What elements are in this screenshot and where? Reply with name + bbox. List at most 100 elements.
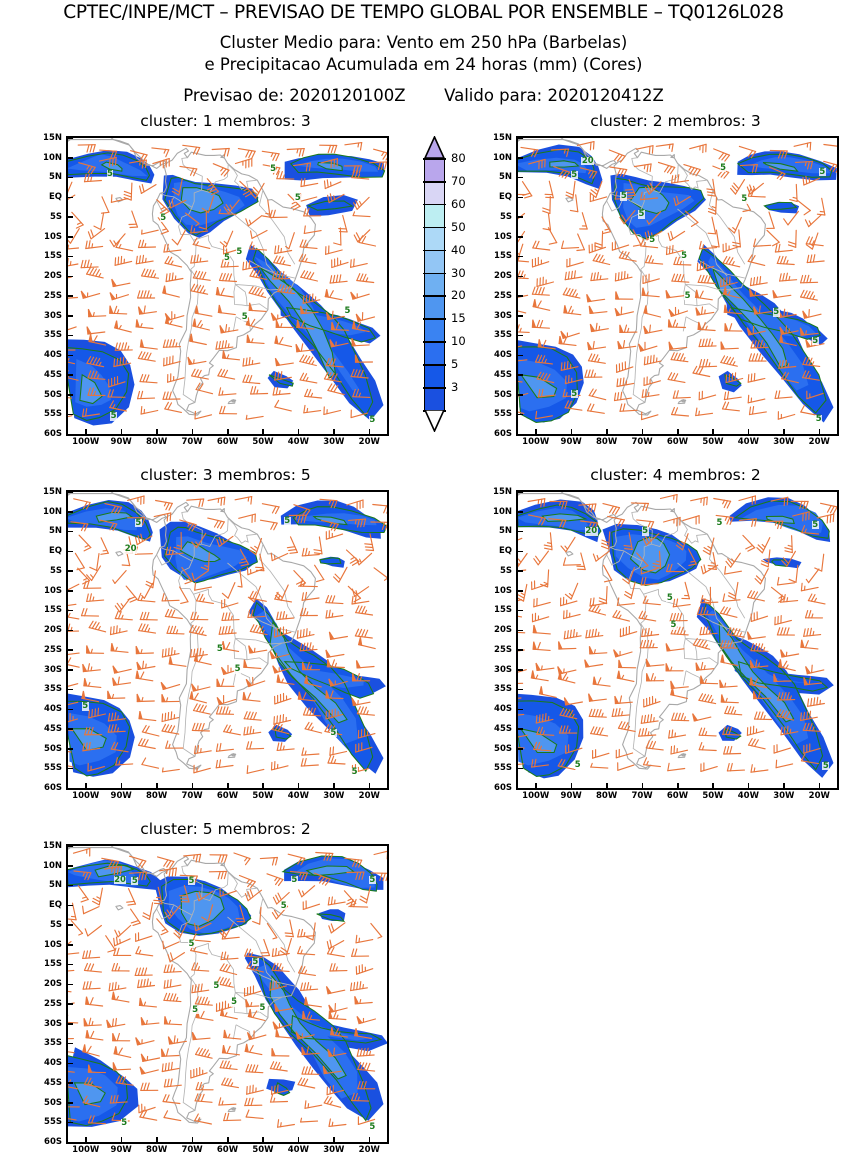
x-axis-label: 60W bbox=[216, 437, 239, 447]
x-axis-tick bbox=[227, 783, 229, 788]
x-axis-tick bbox=[818, 429, 821, 434]
x-axis-tick bbox=[156, 1137, 158, 1142]
y-axis-tick bbox=[68, 315, 73, 317]
y-axis-label: 30S bbox=[44, 664, 62, 675]
y-axis-label: 55S bbox=[494, 409, 512, 420]
x-axis-tick bbox=[783, 783, 785, 788]
contour-label: 20 bbox=[584, 526, 598, 537]
x-axis-tick bbox=[535, 429, 537, 434]
panel-title-cluster-3: cluster: 3 membros: 5 bbox=[140, 466, 311, 484]
x-axis-tick bbox=[297, 1137, 300, 1142]
contour-label: 5 bbox=[106, 169, 114, 180]
x-axis-label: 70W bbox=[181, 791, 203, 801]
x-axis-tick bbox=[712, 783, 714, 788]
y-axis-tick bbox=[518, 354, 523, 357]
y-axis-label: 45S bbox=[44, 1077, 62, 1088]
y-axis-label: 10S bbox=[494, 585, 512, 596]
x-axis-label: 100W bbox=[72, 1145, 100, 1155]
y-axis-tick bbox=[518, 176, 523, 179]
contour-label: 5 bbox=[241, 311, 249, 322]
map-panel-cluster-5[interactable] bbox=[66, 844, 389, 1144]
x-axis-tick bbox=[747, 783, 750, 788]
contour-label: 5 bbox=[269, 163, 277, 174]
y-axis-label: EQ bbox=[48, 192, 62, 203]
panel-title-cluster-5: cluster: 5 membros: 2 bbox=[140, 820, 311, 838]
y-axis-tick bbox=[68, 216, 73, 218]
colorbar-tick bbox=[423, 226, 446, 229]
contour-label: 5 bbox=[570, 388, 578, 399]
y-axis-tick bbox=[518, 315, 523, 317]
x-axis-label: 70W bbox=[181, 437, 203, 447]
x-axis-label: 80W bbox=[146, 1145, 168, 1155]
y-axis-tick bbox=[518, 334, 523, 337]
y-axis-label: 40S bbox=[494, 704, 512, 715]
y-axis-tick bbox=[518, 767, 523, 770]
y-axis-tick bbox=[518, 748, 523, 750]
x-axis-tick bbox=[191, 429, 194, 434]
y-axis-tick bbox=[68, 590, 73, 592]
map-panel-cluster-1[interactable] bbox=[66, 136, 389, 436]
y-axis-tick bbox=[518, 669, 523, 671]
colorbar-label: 10 bbox=[451, 334, 466, 349]
map-panel-cluster-2[interactable] bbox=[516, 136, 839, 436]
y-axis-tick bbox=[518, 590, 523, 592]
map-panel-cluster-4[interactable] bbox=[516, 490, 839, 790]
contour-label: 5 bbox=[188, 875, 195, 886]
y-axis-tick bbox=[68, 413, 73, 416]
y-axis-label: 45S bbox=[44, 369, 62, 380]
contour-label: 5 bbox=[822, 760, 830, 771]
y-axis-tick bbox=[68, 433, 73, 435]
contour-label: 5 bbox=[368, 1121, 376, 1132]
y-axis-tick bbox=[518, 570, 523, 572]
x-axis-label: 100W bbox=[522, 437, 550, 447]
y-axis-tick bbox=[68, 295, 73, 297]
colorbar-tick bbox=[423, 295, 446, 298]
contour-label: 5 bbox=[280, 900, 288, 911]
x-axis-tick bbox=[120, 429, 123, 434]
colorbar-tick bbox=[423, 180, 446, 183]
coastlines bbox=[68, 492, 316, 770]
contour-label: 5 bbox=[641, 526, 649, 537]
y-axis-tick bbox=[68, 845, 73, 847]
y-axis-label: 30S bbox=[494, 310, 512, 321]
x-axis-label: 30W bbox=[323, 791, 345, 801]
x-axis-label: 70W bbox=[631, 437, 653, 447]
colorbar-band bbox=[424, 203, 445, 228]
x-axis-label: 30W bbox=[773, 437, 795, 447]
colorbar-band bbox=[424, 341, 445, 365]
y-axis-tick bbox=[68, 1082, 73, 1084]
colorbar-under-arrow bbox=[424, 410, 445, 432]
y-axis-label: 5S bbox=[49, 211, 62, 222]
x-axis-tick bbox=[570, 429, 573, 434]
map-panel-cluster-3[interactable] bbox=[66, 490, 389, 790]
colorbar-over-arrow bbox=[424, 136, 445, 158]
y-axis-tick bbox=[68, 629, 73, 632]
y-axis-label: 15N bbox=[43, 133, 62, 143]
y-axis-tick bbox=[518, 196, 523, 199]
y-axis-tick bbox=[518, 295, 523, 297]
x-axis-tick bbox=[191, 1137, 194, 1142]
y-axis-tick bbox=[518, 787, 523, 789]
y-axis-tick bbox=[68, 924, 73, 926]
y-axis-tick bbox=[68, 983, 73, 986]
colorbar-label: 30 bbox=[451, 265, 466, 280]
x-axis-tick bbox=[156, 429, 158, 434]
y-axis-tick bbox=[68, 728, 73, 730]
y-axis-label: 10N bbox=[493, 506, 512, 517]
x-axis-tick bbox=[606, 429, 608, 434]
colorbar-tick bbox=[423, 203, 446, 206]
y-axis-tick bbox=[68, 688, 73, 691]
x-axis-label: 30W bbox=[323, 437, 345, 447]
x-axis-label: 100W bbox=[72, 437, 100, 447]
wind-barbs bbox=[68, 847, 387, 1128]
x-axis-tick bbox=[368, 429, 371, 434]
colorbar-label: 60 bbox=[451, 196, 466, 211]
y-axis-label: 30S bbox=[494, 664, 512, 675]
colorbar-tick bbox=[423, 387, 446, 389]
colorbar-band bbox=[424, 387, 445, 411]
contour-label: 5 bbox=[131, 875, 139, 886]
x-axis-label: 100W bbox=[72, 791, 100, 801]
y-axis-tick bbox=[518, 255, 523, 258]
x-axis-label: 40W bbox=[737, 791, 759, 801]
x-axis-label: 80W bbox=[596, 437, 618, 447]
